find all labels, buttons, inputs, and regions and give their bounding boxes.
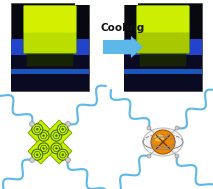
Circle shape: [57, 149, 68, 160]
Circle shape: [62, 153, 64, 156]
Circle shape: [42, 147, 45, 149]
Bar: [124, 69, 202, 74]
Bar: [124, 39, 202, 55]
Circle shape: [66, 157, 71, 163]
Circle shape: [32, 124, 43, 135]
Circle shape: [147, 126, 151, 130]
Bar: [11, 69, 89, 74]
FancyBboxPatch shape: [140, 53, 186, 67]
Circle shape: [62, 128, 64, 130]
FancyBboxPatch shape: [137, 5, 189, 53]
Circle shape: [175, 126, 179, 130]
Circle shape: [66, 122, 71, 126]
Bar: [11, 39, 89, 55]
Bar: [11, 47, 89, 91]
Circle shape: [42, 134, 45, 137]
Circle shape: [175, 154, 179, 158]
Bar: [124, 47, 202, 91]
Circle shape: [147, 154, 151, 158]
Circle shape: [38, 143, 49, 154]
FancyBboxPatch shape: [24, 6, 76, 33]
Circle shape: [36, 128, 39, 130]
Polygon shape: [28, 120, 72, 164]
Circle shape: [38, 130, 49, 141]
FancyBboxPatch shape: [27, 53, 73, 67]
FancyBboxPatch shape: [137, 6, 189, 33]
Text: Cooling: Cooling: [101, 23, 145, 33]
Circle shape: [29, 157, 35, 163]
Circle shape: [32, 149, 43, 160]
FancyArrow shape: [103, 36, 143, 58]
Bar: [11, 3, 89, 91]
Bar: [75, 0, 138, 5]
Circle shape: [55, 147, 58, 149]
Circle shape: [151, 130, 175, 154]
Polygon shape: [28, 120, 72, 164]
Ellipse shape: [154, 135, 164, 142]
FancyBboxPatch shape: [24, 5, 76, 53]
Ellipse shape: [143, 128, 183, 156]
Circle shape: [55, 134, 58, 137]
Bar: [124, 3, 202, 91]
Circle shape: [36, 153, 39, 156]
Circle shape: [51, 143, 62, 154]
Circle shape: [29, 122, 35, 126]
Circle shape: [51, 130, 62, 141]
Circle shape: [57, 124, 68, 135]
